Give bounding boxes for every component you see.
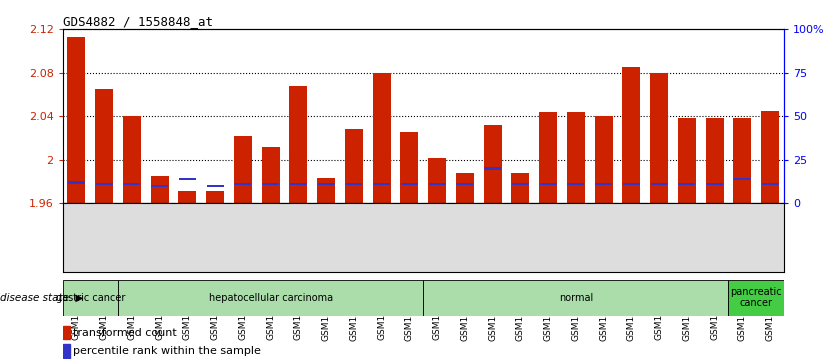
Bar	[345, 183, 363, 185]
Bar	[567, 183, 585, 185]
Bar	[595, 116, 613, 203]
Bar	[733, 118, 751, 203]
Bar	[151, 176, 168, 203]
Text: percentile rank within the sample: percentile rank within the sample	[73, 346, 261, 356]
Bar	[317, 178, 335, 203]
Bar	[178, 178, 196, 180]
Bar	[651, 183, 668, 185]
Bar	[650, 73, 668, 203]
Bar	[123, 116, 141, 203]
Bar	[206, 191, 224, 203]
Bar	[539, 112, 557, 203]
Bar	[63, 344, 70, 358]
Bar	[63, 280, 118, 316]
Bar	[429, 183, 445, 185]
Bar	[423, 280, 728, 316]
Bar	[678, 183, 696, 185]
Bar	[118, 280, 423, 316]
Bar	[207, 185, 224, 187]
Bar	[428, 158, 446, 203]
Bar	[567, 112, 585, 203]
Text: pancreatic
cancer: pancreatic cancer	[731, 287, 782, 309]
Bar	[734, 178, 751, 180]
Bar	[595, 183, 612, 185]
Bar	[68, 181, 85, 184]
Bar	[761, 183, 779, 185]
Bar	[151, 185, 168, 187]
Bar	[456, 183, 474, 185]
Bar	[63, 326, 70, 339]
Bar	[373, 73, 390, 203]
Text: normal: normal	[559, 293, 593, 303]
Bar	[234, 136, 252, 203]
Bar	[262, 147, 279, 203]
Bar	[178, 191, 197, 203]
Bar	[678, 118, 696, 203]
Bar	[234, 183, 252, 185]
Bar	[540, 183, 556, 185]
Bar	[318, 183, 334, 185]
Bar	[761, 111, 779, 203]
Bar	[95, 89, 113, 203]
Text: hepatocellular carcinoma: hepatocellular carcinoma	[208, 293, 333, 303]
Bar	[373, 183, 390, 185]
Bar	[68, 37, 85, 203]
Bar	[345, 129, 363, 203]
Bar	[400, 132, 419, 203]
Bar	[706, 118, 724, 203]
Bar	[512, 183, 529, 185]
Bar	[123, 183, 140, 185]
Bar	[289, 86, 308, 203]
Bar	[622, 67, 641, 203]
Bar	[262, 183, 279, 185]
Bar	[96, 183, 113, 185]
Bar	[728, 280, 784, 316]
Bar	[484, 125, 501, 203]
Bar	[401, 183, 418, 185]
Bar	[290, 183, 307, 185]
Bar	[623, 183, 640, 185]
Text: transformed count: transformed count	[73, 327, 177, 338]
Bar	[484, 167, 501, 170]
Bar	[511, 173, 530, 203]
Bar	[456, 173, 474, 203]
Text: gastric cancer: gastric cancer	[56, 293, 125, 303]
Bar	[706, 183, 723, 185]
Text: GDS4882 / 1558848_at: GDS4882 / 1558848_at	[63, 15, 213, 28]
Text: disease state  ▶: disease state ▶	[0, 293, 83, 303]
